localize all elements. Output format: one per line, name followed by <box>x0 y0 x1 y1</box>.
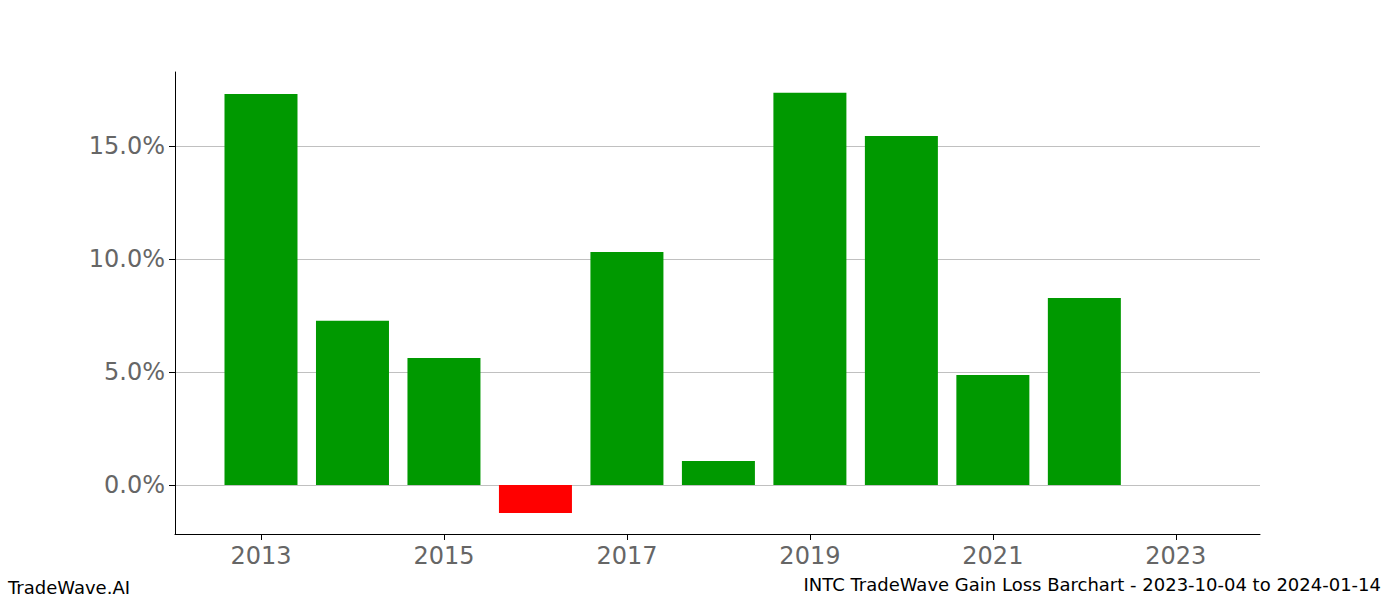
svg-text:2013: 2013 <box>230 542 291 570</box>
svg-text:10.0%: 10.0% <box>89 245 165 273</box>
svg-text:2023: 2023 <box>1145 542 1206 570</box>
svg-text:0.0%: 0.0% <box>104 471 165 499</box>
svg-text:5.0%: 5.0% <box>104 358 165 386</box>
svg-text:INTC TradeWave Gain Loss Barch: INTC TradeWave Gain Loss Barchart - 2023… <box>803 574 1381 595</box>
svg-text:TradeWave.AI: TradeWave.AI <box>7 577 130 598</box>
svg-text:2015: 2015 <box>413 542 474 570</box>
svg-text:2017: 2017 <box>596 542 657 570</box>
svg-text:2019: 2019 <box>779 542 840 570</box>
svg-text:15.0%: 15.0% <box>89 132 165 160</box>
svg-text:2021: 2021 <box>962 542 1023 570</box>
